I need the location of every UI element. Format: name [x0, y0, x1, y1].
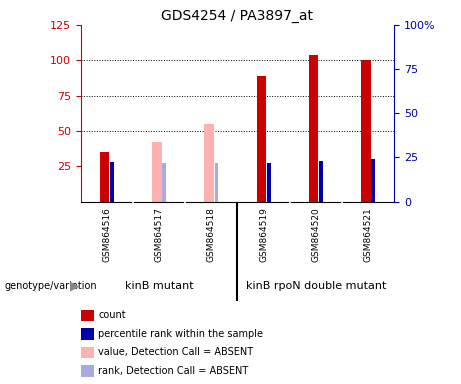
Title: GDS4254 / PA3897_at: GDS4254 / PA3897_at [161, 8, 313, 23]
Bar [205, 124, 214, 202]
Text: GSM864518: GSM864518 [207, 207, 216, 262]
Text: GSM864521: GSM864521 [364, 207, 372, 262]
Bar [162, 164, 166, 202]
Bar [319, 161, 323, 202]
Text: GSM864517: GSM864517 [154, 207, 164, 262]
Bar [152, 142, 162, 202]
Bar [257, 76, 266, 202]
Text: GSM864516: GSM864516 [102, 207, 111, 262]
Text: percentile rank within the sample: percentile rank within the sample [98, 329, 263, 339]
Text: ▶: ▶ [71, 280, 80, 293]
Bar [309, 55, 319, 202]
Bar [372, 159, 375, 202]
Text: GSM864519: GSM864519 [259, 207, 268, 262]
Text: value, Detection Call = ABSENT: value, Detection Call = ABSENT [98, 347, 253, 357]
Bar [100, 152, 109, 202]
Bar [361, 60, 371, 202]
Text: kinB mutant: kinB mutant [125, 281, 193, 291]
Bar [215, 164, 219, 202]
Bar [267, 164, 271, 202]
Text: count: count [98, 310, 126, 320]
Text: genotype/variation: genotype/variation [5, 281, 97, 291]
Bar [110, 162, 114, 202]
Text: GSM864520: GSM864520 [311, 207, 320, 262]
Text: kinB rpoN double mutant: kinB rpoN double mutant [246, 281, 386, 291]
Text: rank, Detection Call = ABSENT: rank, Detection Call = ABSENT [98, 366, 248, 376]
